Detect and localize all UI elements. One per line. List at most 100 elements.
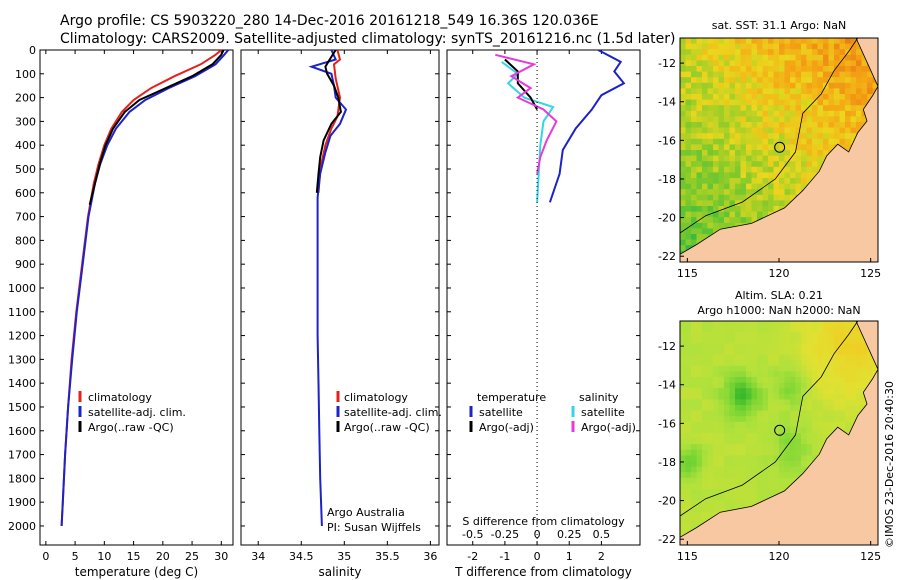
sla_map-cell — [713, 371, 720, 378]
sst_map-cell — [735, 60, 742, 67]
sla_map-cell — [801, 377, 808, 384]
sst_map-cell — [724, 183, 731, 190]
sst_map-cell — [768, 127, 775, 134]
sst_map-cell — [773, 166, 780, 173]
sla_map-cell — [696, 427, 703, 434]
sst_map-cell — [680, 38, 687, 45]
sla_map-cell — [713, 449, 720, 456]
sla_map-cell — [812, 427, 819, 434]
sla_map-cell — [713, 388, 720, 395]
sst_map-cell — [828, 110, 835, 117]
sst_map-cell — [735, 66, 742, 73]
sla_map-cell — [834, 393, 841, 400]
sla_map-cell — [691, 455, 698, 462]
sst_map-cell — [806, 71, 813, 78]
sst_map-cell — [696, 110, 703, 117]
sst_map-cell — [729, 94, 736, 101]
sla_map-cell — [856, 337, 863, 344]
sla_map-cell — [685, 354, 692, 361]
sla_map-cell — [823, 354, 830, 361]
sst_map-cell — [691, 222, 698, 229]
sst_map-cell — [746, 54, 753, 61]
sla_map-cell — [801, 405, 808, 412]
sst_map-cell — [696, 206, 703, 213]
sla_map-cell — [680, 421, 687, 428]
sst_map-cell — [724, 43, 731, 50]
sst_map-cell — [790, 43, 797, 50]
sla_map-cell — [696, 449, 703, 456]
sla_map-cell — [845, 421, 852, 428]
sst_map-cell — [850, 49, 857, 56]
temperature-ytick-label: 600 — [15, 187, 36, 200]
sla_map-cell — [762, 421, 769, 428]
sst_map-cell — [713, 206, 720, 213]
sla_map-cell — [746, 360, 753, 367]
sla_map-cell — [751, 438, 758, 445]
sst_map-cell — [784, 161, 791, 168]
sst_map-cell — [729, 105, 736, 112]
sst_map-cell — [746, 116, 753, 123]
sst_map-cell — [823, 66, 830, 73]
sla_map-cell — [702, 438, 709, 445]
sla_map-cell — [713, 360, 720, 367]
sst_map-cell — [773, 110, 780, 117]
sla_map-cell — [839, 360, 846, 367]
sla_map-cell — [757, 393, 764, 400]
sla_map-cell — [746, 433, 753, 440]
sst_map-cell — [724, 150, 731, 157]
sst_map-cell — [685, 245, 692, 252]
sst_map-cell — [823, 77, 830, 84]
sst_map-cell — [779, 99, 786, 106]
sla_map-cell — [707, 326, 714, 333]
sst_map-cell — [850, 133, 857, 140]
sst_map-cell — [757, 161, 764, 168]
sst_map-cell — [724, 122, 731, 129]
sla_map-cell — [691, 505, 698, 512]
sst_map-cell — [724, 116, 731, 123]
sst_map-cell — [751, 116, 758, 123]
sla_map-cell — [801, 433, 808, 440]
sla_map-cell — [762, 382, 769, 389]
sla_map-cell — [839, 343, 846, 350]
sla_map-cell — [795, 399, 802, 406]
sst_map-cell — [801, 116, 808, 123]
sst_map-cell — [806, 178, 813, 185]
sst_map-cell — [713, 122, 720, 129]
sst_map-cell — [751, 49, 758, 56]
sla_map-cell — [828, 337, 835, 344]
sst_map-cell — [735, 54, 742, 61]
sst_map-cell — [834, 94, 841, 101]
sst_map-cell — [680, 122, 687, 129]
sla_map-cell — [850, 371, 857, 378]
sla_map-cell — [751, 466, 758, 473]
sla_map-cell — [790, 326, 797, 333]
sst_map-cell — [746, 71, 753, 78]
sla_map-cell — [817, 438, 824, 445]
sst_map-cell — [707, 99, 714, 106]
sst_map-cell — [834, 105, 841, 112]
sla_map-cell — [746, 337, 753, 344]
sla_map-cell — [718, 433, 725, 440]
sst_map-cell — [751, 150, 758, 157]
sla_map-cell — [806, 326, 813, 333]
sst_map-cell — [779, 77, 786, 84]
sla_map-cell — [861, 377, 868, 384]
sst_map-cell — [845, 116, 852, 123]
sst_map-cell — [839, 77, 846, 84]
sla_map-cell — [729, 405, 736, 412]
sla_map-cell — [680, 433, 687, 440]
sla_map-cell — [806, 365, 813, 372]
sla_map-cell — [768, 354, 775, 361]
sla_map-cell — [724, 377, 731, 384]
sst_map-cell — [718, 222, 725, 229]
sst_map-cell — [784, 105, 791, 112]
sst_map-cell — [729, 150, 736, 157]
sla_map-cell — [735, 494, 742, 501]
sst_map-cell — [702, 178, 709, 185]
sla_map-cell — [773, 399, 780, 406]
sst_map-cell — [823, 99, 830, 106]
sst_map-cell — [740, 144, 747, 151]
sst_map-cell — [757, 183, 764, 190]
sst_map-cell — [713, 161, 720, 168]
sst_map-cell — [740, 77, 747, 84]
